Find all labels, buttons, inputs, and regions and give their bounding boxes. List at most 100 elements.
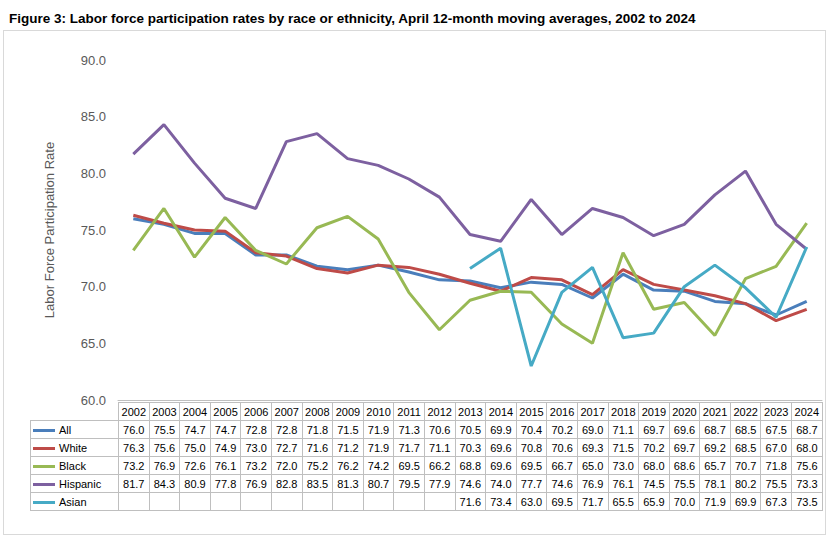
html-text:2016: 2016 (549, 405, 575, 418)
html-text:68.0: 68.0 (796, 441, 818, 454)
html-text:65.0: 65.0 (582, 459, 604, 472)
html-text:70.2: 70.2 (551, 423, 573, 436)
html-text:76.2: 76.2 (337, 459, 359, 472)
html-text:71.5: 71.5 (337, 423, 359, 436)
html-text:2014: 2014 (488, 405, 514, 418)
html-text:72.0: 72.0 (276, 459, 298, 472)
html-text:2013: 2013 (458, 405, 483, 418)
html-text:Black: Black (59, 459, 86, 472)
svg-text:75.0: 75.0 (81, 223, 106, 238)
html-text:2007: 2007 (274, 405, 299, 418)
html-text:2019: 2019 (641, 405, 667, 418)
html-text:75.2: 75.2 (306, 459, 329, 472)
html-text:76.3: 76.3 (123, 441, 145, 454)
html-text:69.5: 69.5 (520, 459, 543, 472)
html-text:74.9: 74.9 (214, 441, 237, 454)
html-text:72.7: 72.7 (276, 441, 298, 454)
html-text:69.5: 69.5 (398, 459, 420, 472)
html-text:66.7: 66.7 (551, 459, 573, 472)
html-text:76.9: 76.9 (153, 459, 176, 472)
html-text:73.0: 73.0 (612, 459, 634, 472)
html-text:66.2: 66.2 (429, 459, 451, 472)
html-text:74.7: 74.7 (184, 423, 206, 436)
html-text:69.7: 69.7 (643, 423, 665, 436)
html-text:2022: 2022 (733, 405, 758, 418)
html-text:2020: 2020 (672, 405, 697, 418)
html-text:73.2: 73.2 (123, 459, 145, 472)
svg-text:Figure 3: Labor force particip: Figure 3: Labor force participation rate… (9, 11, 696, 26)
html-text:2012: 2012 (427, 405, 452, 418)
html-text:2023: 2023 (764, 405, 789, 418)
html-text:76.0: 76.0 (123, 423, 145, 436)
html-text:2010: 2010 (366, 405, 391, 418)
html-text:2005: 2005 (213, 405, 238, 418)
html-text:69.6: 69.6 (673, 423, 696, 436)
html-text:73.2: 73.2 (245, 459, 267, 472)
html-text:72.8: 72.8 (245, 423, 267, 436)
html-text:69.6: 69.6 (490, 459, 512, 472)
html-text:70.6: 70.6 (551, 441, 573, 454)
html-text:71.2: 71.2 (337, 441, 359, 454)
html-text:71.9: 71.9 (367, 423, 390, 436)
svg-text:80.0: 80.0 (81, 166, 106, 181)
html-text:70.6: 70.6 (429, 423, 451, 436)
html-text:69.2: 69.2 (704, 441, 726, 454)
svg-text:Labor Force Participation Rate: Labor Force Participation Rate (42, 142, 57, 318)
html-text:74.2: 74.2 (367, 459, 390, 472)
html-text:68.6: 68.6 (673, 459, 696, 472)
html-text:72.8: 72.8 (276, 423, 298, 436)
html-text:71.5: 71.5 (612, 441, 634, 454)
html-text:71.9: 71.9 (367, 441, 390, 454)
html-text:2004: 2004 (182, 405, 208, 418)
html-text:69.6: 69.6 (490, 441, 512, 454)
html-text:2017: 2017 (580, 405, 605, 418)
html-text:70.2: 70.2 (643, 441, 665, 454)
html-text:2015: 2015 (519, 405, 544, 418)
svg-text:60.0: 60.0 (81, 393, 106, 408)
html-text:2006: 2006 (243, 405, 269, 418)
html-text:All: All (59, 423, 72, 436)
html-text:68.7: 68.7 (704, 423, 726, 436)
html-text:68.5: 68.5 (735, 441, 757, 454)
html-text:68.7: 68.7 (796, 423, 818, 436)
html-text:67.0: 67.0 (765, 441, 787, 454)
html-text:2021: 2021 (702, 405, 728, 418)
html-text:71.8: 71.8 (306, 423, 329, 436)
html-text:71.6: 71.6 (306, 441, 329, 454)
svg-text:85.0: 85.0 (81, 109, 106, 124)
html-text:75.5: 75.5 (153, 423, 176, 436)
html-text:71.1: 71.1 (429, 441, 451, 454)
html-text:69.9: 69.9 (490, 423, 512, 436)
svg-text:70.0: 70.0 (81, 279, 106, 294)
html-text:2018: 2018 (611, 405, 636, 418)
html-text:68.0: 68.0 (643, 459, 665, 472)
html-text:2003: 2003 (152, 405, 177, 418)
html-text:72.6: 72.6 (184, 459, 206, 472)
html-text:2011: 2011 (397, 405, 421, 418)
html-text:71.7: 71.7 (398, 441, 420, 454)
html-text:71.3: 71.3 (398, 423, 420, 436)
html-text:68.5: 68.5 (735, 423, 757, 436)
html-text:2024: 2024 (794, 405, 820, 418)
html-text:White: White (59, 441, 88, 454)
html-text:69.3: 69.3 (582, 441, 604, 454)
html-text:73.0: 73.0 (245, 441, 267, 454)
html-text:76.1: 76.1 (214, 459, 237, 472)
html-text:68.8: 68.8 (459, 459, 481, 472)
html-text:2002: 2002 (121, 405, 146, 418)
html-text:70.8: 70.8 (520, 441, 543, 454)
svg-text:65.0: 65.0 (81, 336, 106, 351)
html-text:69.7: 69.7 (673, 441, 696, 454)
html-text:70.3: 70.3 (459, 441, 481, 454)
html-text:2009: 2009 (335, 405, 361, 418)
html-text:74.7: 74.7 (214, 423, 237, 436)
svg-text:90.0: 90.0 (81, 53, 106, 68)
html-text:67.5: 67.5 (765, 423, 787, 436)
html-text:75.6: 75.6 (153, 441, 176, 454)
html-text:75.0: 75.0 (184, 441, 206, 454)
html-text:69.0: 69.0 (582, 423, 604, 436)
html-text:70.4: 70.4 (520, 423, 543, 436)
html-text:71.1: 71.1 (612, 423, 634, 436)
html-text:2008: 2008 (305, 405, 330, 418)
html-text:70.5: 70.5 (459, 423, 481, 436)
